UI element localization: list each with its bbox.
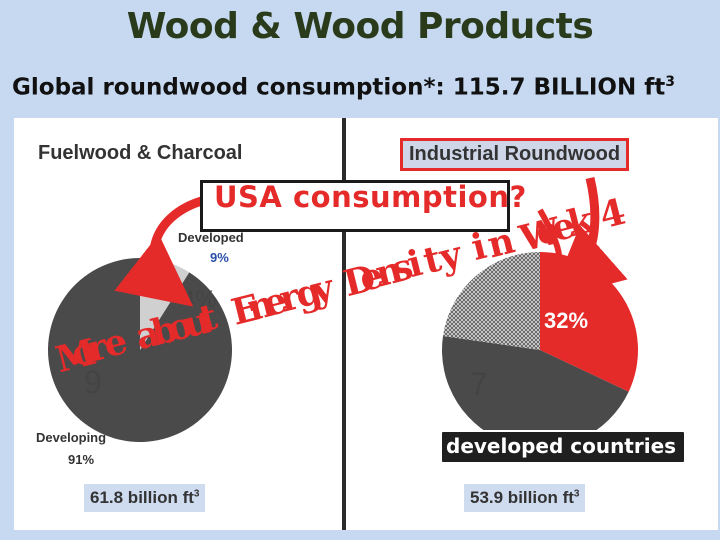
developed-countries-badge (440, 430, 686, 464)
developing-label: Developing (36, 430, 107, 445)
usa-callout-box (200, 180, 510, 232)
subtitle-superscript: 3 (665, 74, 675, 90)
slide-title: Wood & Wood Products (126, 6, 594, 47)
fuelwood-heading: Fuelwood & Charcoal (38, 142, 243, 164)
fuelwood-volume: 61.8 billion ft3 (84, 484, 206, 512)
industrial-volume-text: 53.9 billion ft (470, 488, 574, 507)
developed-countries-label: developed countries (446, 434, 677, 458)
industrial-heading: Industrial Roundwood (400, 138, 630, 171)
pie-slice-dark (441, 336, 629, 449)
subtitle-text: Global roundwood consumption*: 115.7 BIL… (12, 74, 666, 101)
fuelwood-partial-digit: 9 (84, 364, 102, 400)
industrial-volume: 53.9 billion ft3 (464, 484, 586, 512)
industrial-partial-digit: 7 (470, 366, 488, 402)
industrial-volume-sup: 3 (573, 488, 580, 500)
developing-pct: 91% (68, 452, 95, 467)
fuelwood-volume-sup: 3 (193, 488, 200, 500)
industrial-developed-pct: 32% (544, 308, 589, 333)
panel-divider (342, 118, 346, 530)
arrow-side-industrial (537, 208, 563, 280)
developed-label: Developed (178, 230, 244, 245)
usa-consumption-text: USA consumption? (214, 180, 527, 214)
arrow-to-fuelwood (114, 195, 207, 307)
pie-slice-hatched (442, 252, 540, 350)
arrow-to-industrial (549, 176, 628, 300)
developed-pct: 9% (210, 250, 229, 265)
slide-subtitle: Global roundwood consumption*: 115.7 BIL… (12, 74, 675, 101)
fuelwood-volume-text: 61.8 billion ft (90, 488, 194, 507)
